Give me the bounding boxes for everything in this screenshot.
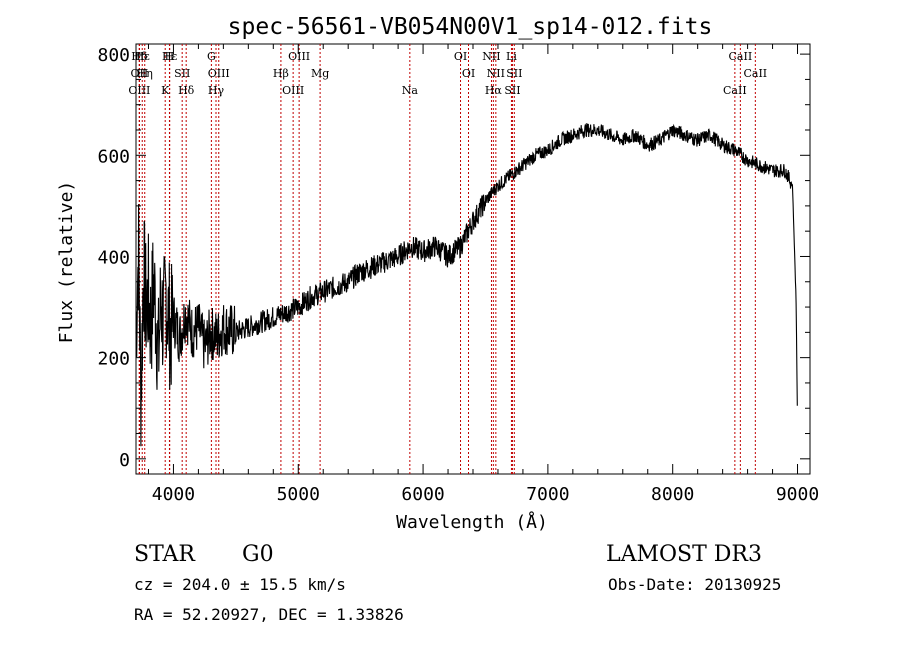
x-axis-label: Wavelength (Å) (396, 511, 548, 533)
annotation-label: SII (504, 84, 520, 97)
y-tick-label: 800 (97, 45, 130, 66)
annotation-label: G (207, 50, 216, 63)
y-axis-ticks: 0 200 400 600 800 (97, 45, 810, 471)
annotation-label: Hδ (178, 84, 195, 97)
annotation-label: OIII (208, 67, 230, 80)
annotation-label: OI (454, 50, 467, 63)
annotation-label: OII (131, 67, 149, 80)
y-tick-label: 0 (119, 450, 130, 471)
redshift-info: cz = 204.0 ± 15.5 km/s (134, 575, 346, 594)
annotation-label: CaII (723, 84, 747, 97)
x-axis-ticks: 4000 5000 6000 7000 8000 9000 (147, 44, 819, 505)
y-tick-label: 600 (97, 146, 130, 167)
spectrum-line (135, 123, 798, 447)
annotation-label: Li (506, 50, 517, 63)
annotation-label: Hη (137, 67, 153, 80)
annotation-label: CaII (743, 67, 767, 80)
x-tick-label: 9000 (776, 484, 819, 505)
annotation-label: Na (402, 84, 419, 97)
annotation-label: NII (487, 67, 505, 80)
obs-date: Obs-Date: 20130925 (608, 575, 781, 594)
plot-frame (135, 43, 811, 475)
annotation-label: Mg (311, 67, 329, 80)
annotation-label: Hγ (208, 84, 225, 97)
annotation-labels: HδOIIOIIIHεHηKHεSIIHδHOIIIHγGHβOIIIOIIIM… (128, 50, 767, 97)
annotation-label: CaII (729, 50, 753, 63)
annotation-label: OI (462, 67, 475, 80)
annotation-label: OIII (288, 50, 310, 63)
annotation-label: K (161, 84, 170, 97)
survey-name: LAMOST DR3 (606, 542, 762, 567)
annotation-label: OIII (128, 84, 150, 97)
object-subclass: G0 (242, 542, 274, 567)
annotation-label: SII (506, 67, 522, 80)
object-class: STAR (134, 542, 196, 567)
annotation-label: SII (174, 67, 190, 80)
annotation-label: H (165, 50, 175, 63)
y-axis-label: Flux (relative) (56, 181, 77, 344)
x-tick-label: 4000 (152, 484, 195, 505)
annotation-label: Hα (485, 84, 503, 97)
annotation-label: NII (482, 50, 500, 63)
annotation-label: OIII (282, 84, 304, 97)
x-tick-label: 8000 (651, 484, 694, 505)
x-tick-label: 5000 (277, 484, 320, 505)
y-tick-label: 200 (97, 349, 130, 370)
annotation-label: Hε (135, 50, 151, 63)
x-tick-label: 7000 (526, 484, 569, 505)
annotation-label: Hδ (131, 50, 148, 63)
x-tick-label: 6000 (401, 484, 444, 505)
coordinates: RA = 52.20927, DEC = 1.33826 (134, 605, 404, 624)
chart-title: spec-56561-VB054N00V1_sp14-012.fits (228, 14, 713, 40)
y-tick-label: 400 (97, 247, 130, 268)
annotation-label: Hβ (273, 67, 289, 80)
